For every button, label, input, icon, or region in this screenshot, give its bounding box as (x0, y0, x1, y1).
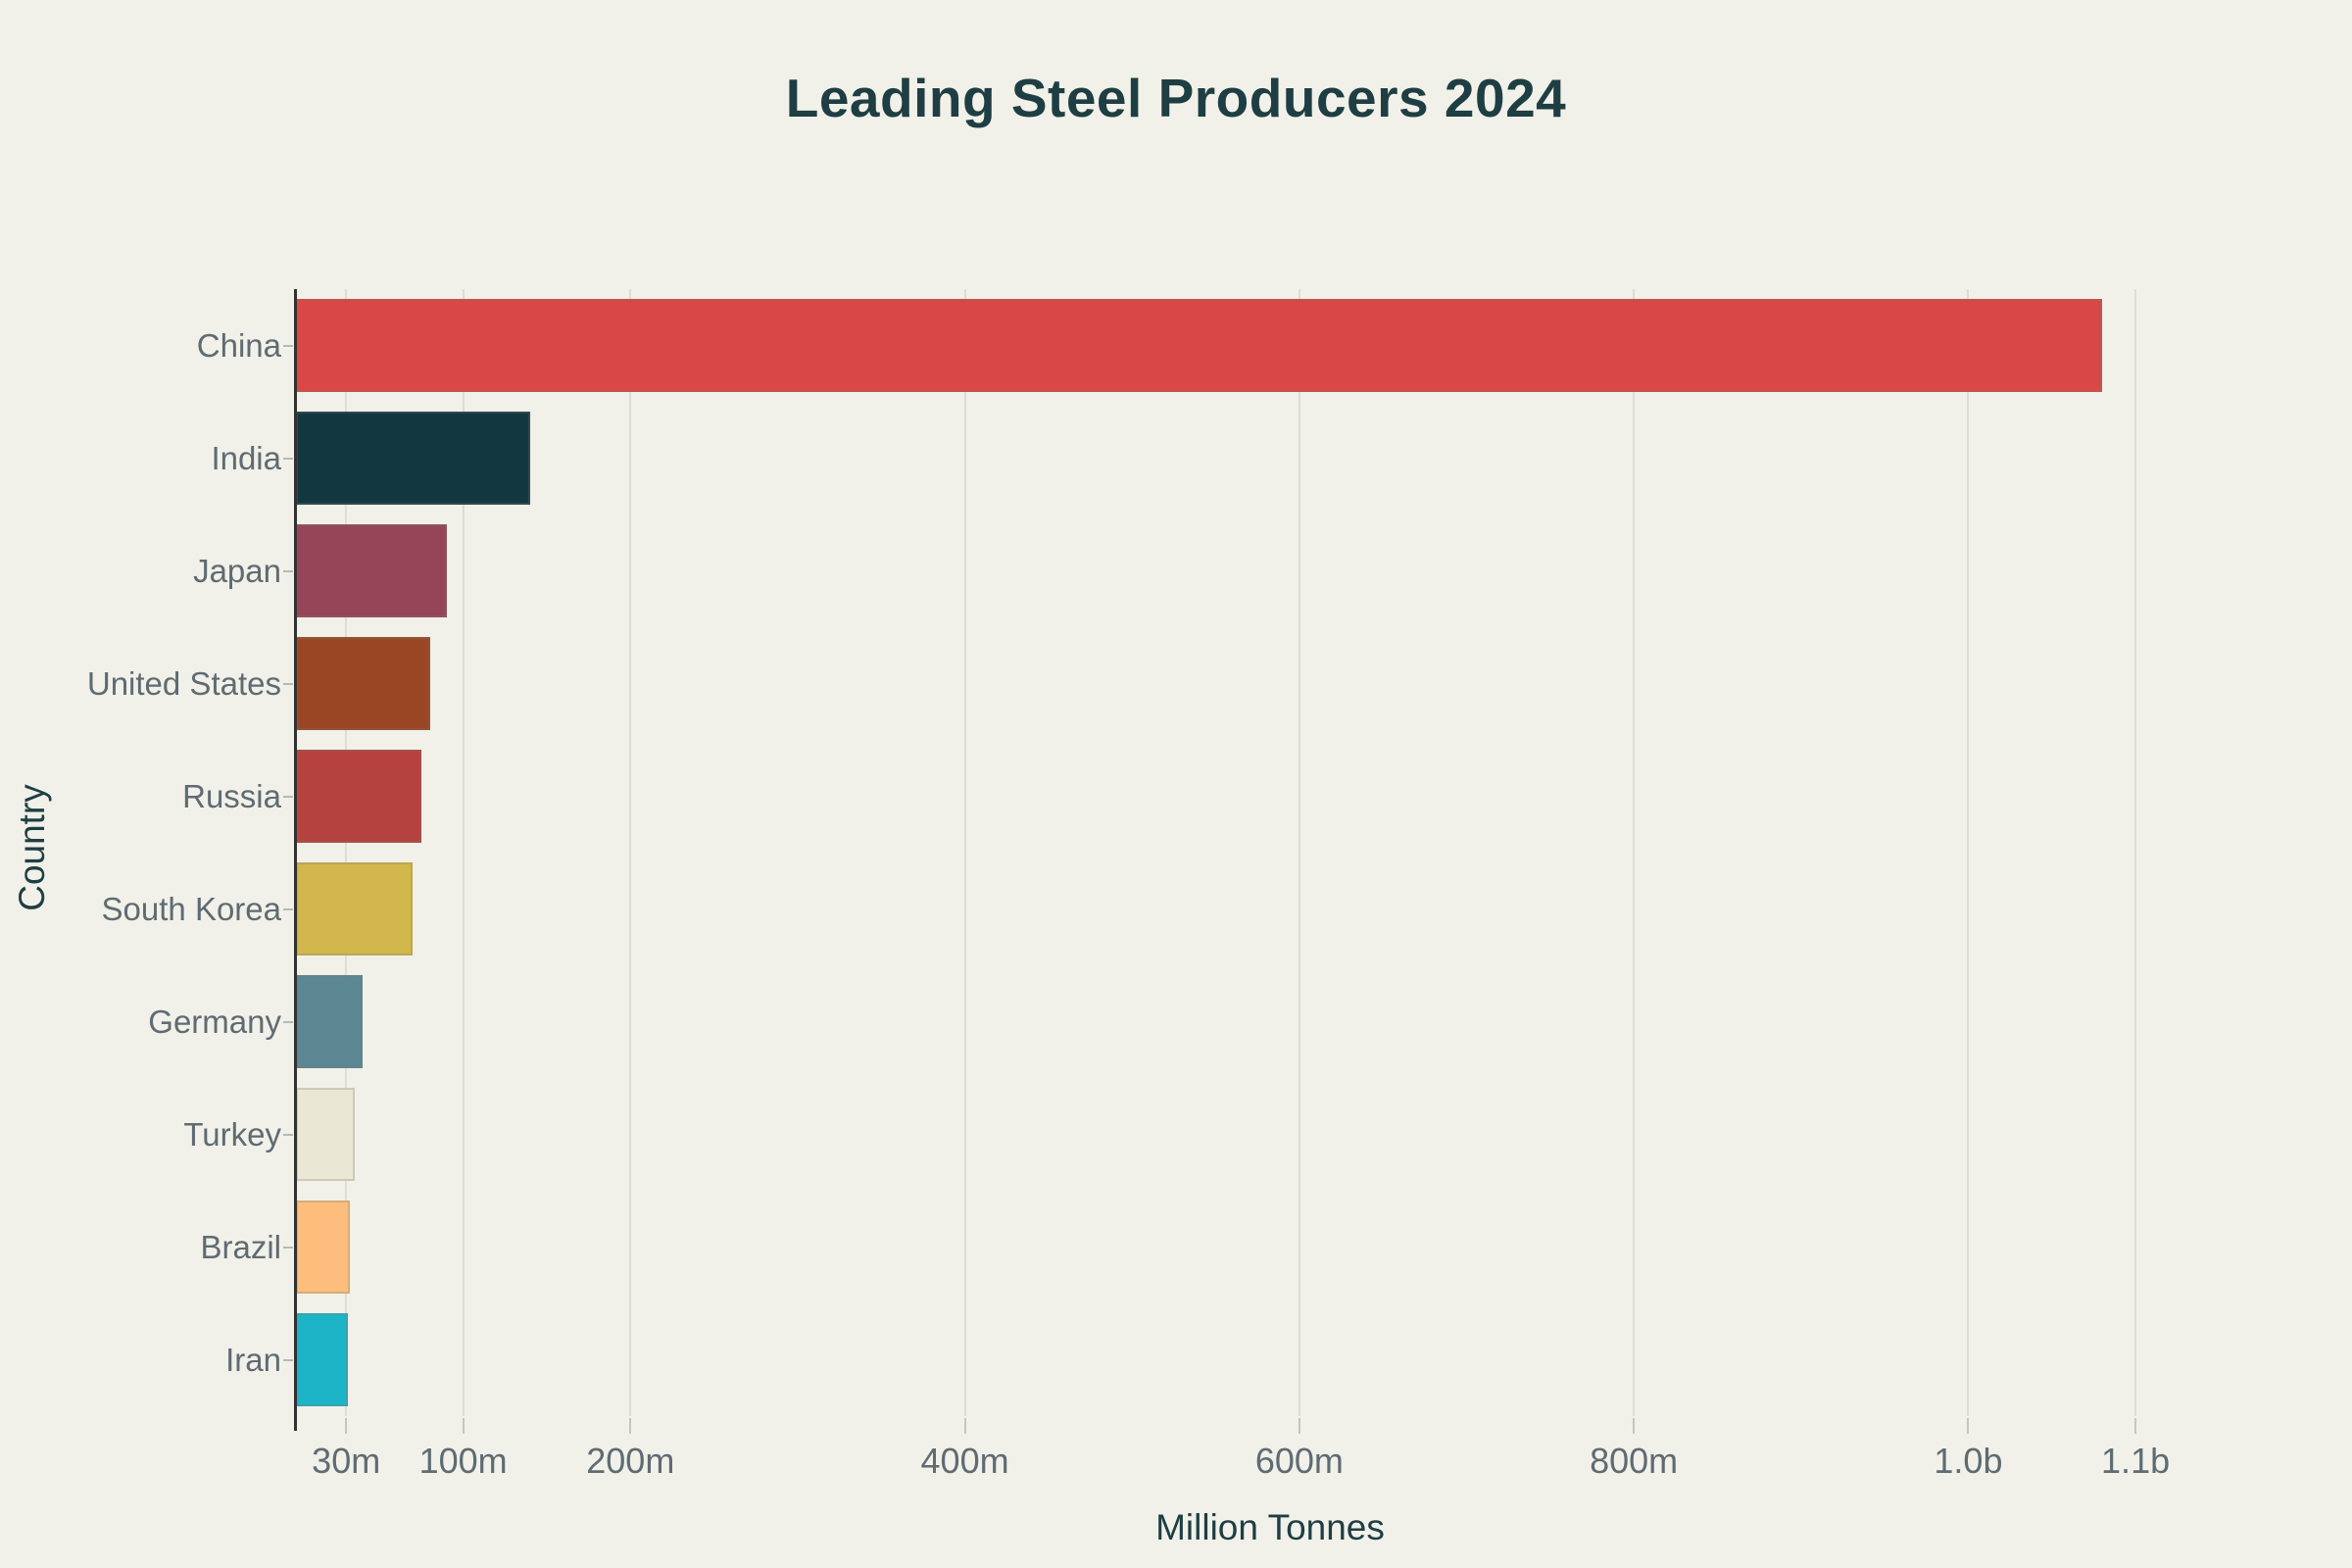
x-tick-label-400m: 400m (920, 1441, 1009, 1481)
gridline-800m (1633, 289, 1636, 1416)
bar-south-korea (296, 862, 414, 956)
y-tick-south-korea (283, 907, 293, 910)
bar-germany (296, 975, 364, 1068)
bar-row-turkey (296, 1078, 2244, 1191)
bar-row-brazil (296, 1191, 2244, 1303)
bar-iran (296, 1313, 348, 1406)
bar-row-united-states (296, 627, 2244, 740)
gridline-200m (629, 289, 632, 1416)
category-label-china: China (196, 326, 281, 364)
y-tick-turkey (283, 1133, 293, 1136)
x-tick-label-1.0b: 1.0b (1934, 1441, 2003, 1481)
y-tick-japan (283, 569, 293, 572)
x-tick-label-100m: 100m (418, 1441, 508, 1481)
x-tick-label-1.1b: 1.1b (2101, 1441, 2171, 1481)
category-label-japan: Japan (193, 552, 281, 589)
bar-united-states (296, 637, 430, 730)
category-label-russia: Russia (182, 777, 281, 814)
bar-china (296, 299, 2102, 392)
bar-row-russia (296, 740, 2244, 853)
y-tick-united-states (283, 682, 293, 685)
bar-row-china (296, 289, 2244, 402)
chart-title: Leading Steel Producers 2024 (785, 68, 1567, 128)
category-label-brazil: Brazil (200, 1228, 281, 1265)
x-tick-label-200m: 200m (586, 1441, 675, 1481)
bar-row-iran (296, 1303, 2244, 1416)
category-label-india: India (211, 439, 281, 476)
y-tick-iran (283, 1358, 293, 1361)
x-tick-1.0b (1967, 1418, 1970, 1434)
y-tick-germany (283, 1020, 293, 1023)
y-tick-russia (283, 795, 293, 798)
x-tick-label-30m: 30m (312, 1441, 381, 1481)
x-tick-200m (629, 1418, 632, 1434)
x-tick-label-800m: 800m (1590, 1441, 1679, 1481)
x-tick-1.1b (2134, 1418, 2137, 1434)
category-label-united-states: United States (86, 664, 281, 702)
bar-russia (296, 750, 421, 843)
gridline-30m (345, 289, 348, 1416)
x-tick-800m (1633, 1418, 1636, 1434)
x-tick-600m (1298, 1418, 1300, 1434)
bar-row-south-korea (296, 853, 2244, 965)
x-tick-100m (462, 1418, 465, 1434)
y-tick-india (283, 457, 293, 460)
gridline-600m (1298, 289, 1300, 1416)
category-label-iran: Iran (225, 1341, 281, 1378)
plot-area (294, 289, 2244, 1431)
gridline-1.1b (2134, 289, 2137, 1416)
y-axis-line (294, 289, 297, 1431)
bar-turkey (296, 1088, 355, 1181)
y-tick-brazil (283, 1246, 293, 1249)
bar-row-germany (296, 965, 2244, 1078)
gridline-1.0b (1967, 289, 1970, 1416)
gridline-100m (462, 289, 465, 1416)
x-axis-title: Million Tonnes (1155, 1507, 1385, 1547)
y-axis-labels: China India Japan United States Russia South … (0, 289, 281, 1416)
bar-row-japan (296, 514, 2244, 627)
category-label-germany: Germany (148, 1003, 281, 1040)
category-label-south-korea: South Korea (101, 890, 281, 927)
bar-row-india (296, 402, 2244, 514)
y-tick-china (283, 344, 293, 347)
x-tick-400m (963, 1418, 966, 1434)
bar-india (296, 412, 530, 505)
bar-brazil (296, 1200, 350, 1294)
category-label-turkey: Turkey (183, 1115, 281, 1152)
bar-japan (296, 524, 447, 617)
gridline-400m (963, 289, 966, 1416)
x-tick-label-600m: 600m (1254, 1441, 1344, 1481)
x-tick-30m (345, 1418, 348, 1434)
